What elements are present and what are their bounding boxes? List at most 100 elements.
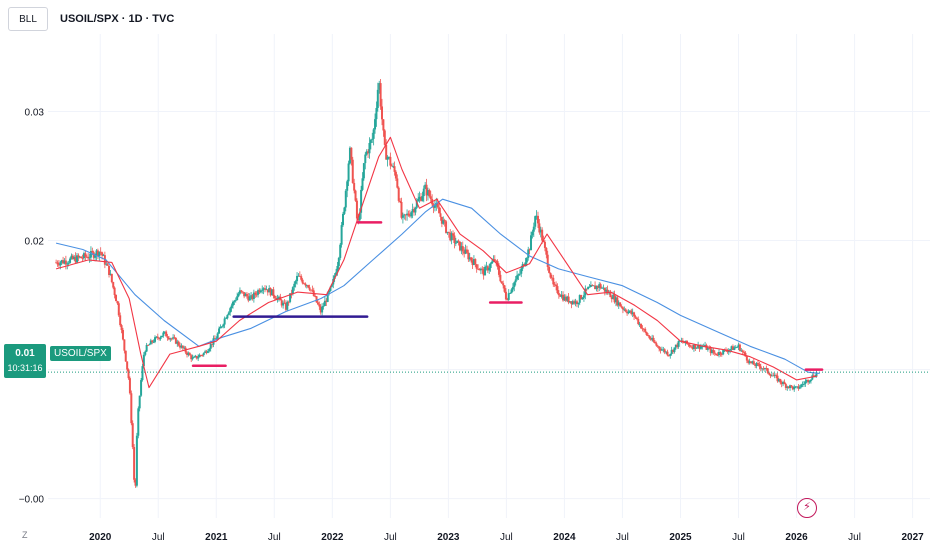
- candle-body: [424, 184, 427, 189]
- candle-body: [67, 262, 70, 264]
- candle-body: [783, 381, 786, 385]
- candle-body: [641, 328, 644, 330]
- candle-body: [491, 261, 494, 264]
- candle-body: [259, 290, 262, 293]
- candle-body: [109, 273, 112, 275]
- candle-body: [105, 263, 108, 265]
- candle-body: [252, 292, 255, 299]
- candle-body: [371, 138, 374, 140]
- symbol-box[interactable]: BLL: [8, 7, 48, 31]
- candle-body: [162, 332, 165, 336]
- candle-body: [247, 296, 250, 301]
- candle-body: [183, 347, 186, 349]
- candle-body: [374, 119, 377, 130]
- candle-body: [326, 292, 329, 302]
- candle-body: [248, 296, 251, 301]
- candle-body: [595, 286, 598, 290]
- candle-body: [243, 292, 246, 297]
- candle-body: [801, 384, 804, 386]
- y-tick-label: −0.00: [19, 495, 45, 506]
- candle-body: [549, 272, 552, 278]
- candle-body: [775, 374, 778, 376]
- candle-body: [422, 188, 425, 197]
- candle-body: [238, 290, 241, 294]
- candle-body: [287, 301, 290, 303]
- candle-body: [468, 257, 471, 260]
- candle-body: [606, 289, 609, 294]
- chart-title[interactable]: USOIL/SPX · 1D · TVC: [60, 13, 175, 25]
- series-tag: USOIL/SPX: [50, 346, 111, 361]
- candle-body: [730, 346, 733, 350]
- candle-body: [659, 348, 662, 351]
- candle-body: [340, 225, 343, 245]
- candle-body: [573, 301, 576, 304]
- candle-body: [190, 355, 193, 360]
- candle-body: [552, 277, 555, 285]
- candle-body: [244, 293, 247, 297]
- candle-body: [301, 279, 304, 284]
- candle-body: [383, 130, 386, 145]
- candle-body: [133, 447, 136, 480]
- x-tick-label: Jul: [268, 532, 281, 543]
- candle-body: [677, 340, 680, 347]
- candle-body: [506, 299, 509, 301]
- candle-body: [211, 343, 214, 345]
- candle-body: [758, 363, 761, 367]
- candle-body: [393, 166, 396, 172]
- candle-body: [218, 328, 221, 334]
- candle-body: [154, 337, 157, 342]
- candle-body: [59, 262, 62, 266]
- candle-body: [94, 255, 97, 258]
- candle-body: [404, 214, 407, 216]
- candle-body: [514, 279, 517, 283]
- candle-body: [298, 275, 301, 277]
- candle-body: [766, 368, 769, 373]
- lightning-bolt-icon[interactable]: ⚡: [797, 498, 817, 518]
- candle-body: [743, 351, 746, 353]
- candle-body: [231, 301, 234, 306]
- candle-body: [528, 249, 531, 251]
- candle-body: [697, 344, 700, 348]
- candle-body: [623, 309, 626, 311]
- candle-body: [531, 231, 534, 236]
- candle-body: [634, 316, 637, 318]
- candle-body: [745, 356, 748, 361]
- candle-body: [794, 386, 797, 388]
- candle-body: [134, 479, 137, 486]
- candle-body: [101, 252, 104, 256]
- candle-body: [787, 386, 790, 389]
- candle-body: [737, 344, 740, 348]
- candle-body: [748, 361, 751, 363]
- candle-body: [651, 337, 654, 340]
- candle-body: [726, 351, 729, 353]
- zoom-label[interactable]: Z: [22, 530, 28, 540]
- candle-body: [81, 258, 84, 259]
- candle-body: [719, 352, 722, 355]
- candle-body: [704, 344, 707, 347]
- candle-body: [119, 315, 122, 326]
- candle-body: [362, 163, 365, 179]
- candle-body: [147, 345, 150, 346]
- candle-body: [658, 346, 661, 349]
- candle-body: [472, 259, 475, 265]
- candle-body: [213, 338, 216, 340]
- candle-body: [410, 212, 413, 217]
- candle-body: [202, 352, 205, 356]
- candle-body: [763, 368, 766, 370]
- candle-body: [585, 288, 588, 290]
- candle-body: [379, 83, 382, 107]
- candle-body: [360, 189, 363, 213]
- candle-body: [481, 268, 484, 270]
- candle-body: [353, 182, 356, 191]
- candle-body: [403, 214, 406, 216]
- candle-body: [364, 154, 367, 164]
- candle-body: [555, 284, 558, 287]
- candle-body: [711, 350, 714, 353]
- candle-body: [361, 178, 364, 190]
- candle-body: [141, 366, 144, 381]
- candle-body: [117, 303, 120, 316]
- candle-body: [485, 266, 488, 268]
- candle-body: [773, 374, 776, 376]
- candle-body: [315, 296, 318, 303]
